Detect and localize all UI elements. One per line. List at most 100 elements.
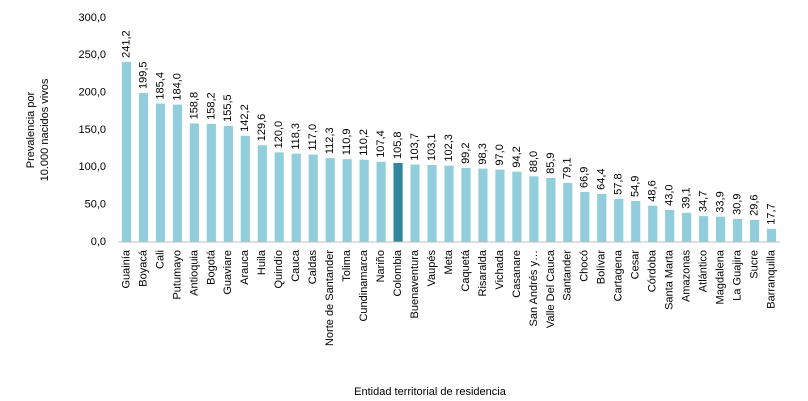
x-tick-label: Cali (154, 250, 166, 269)
bar (648, 205, 658, 242)
x-tick-label: Magdalena (714, 249, 726, 304)
value-label: 158,8 (188, 92, 200, 120)
value-label: 155,5 (222, 94, 234, 122)
bar (478, 168, 488, 242)
value-label: 48,6 (647, 180, 659, 201)
value-label: 64,4 (596, 168, 608, 189)
value-label: 129,6 (256, 114, 268, 142)
value-label: 98,3 (477, 143, 489, 164)
bar (444, 165, 454, 242)
value-label: 43,0 (664, 184, 676, 205)
x-tick-label: Cesar (630, 250, 642, 280)
value-label: 34,7 (698, 191, 710, 212)
x-tick-label: Guaviare (222, 250, 234, 295)
value-label: 105,8 (392, 131, 404, 159)
x-tick-label: Boyacá (137, 249, 149, 287)
value-label: 97,0 (494, 144, 506, 165)
bar (342, 159, 352, 242)
value-label: 185,4 (154, 72, 166, 100)
y-tick-label: 250,0 (78, 49, 106, 61)
value-label: 99,2 (460, 143, 472, 164)
bar (138, 93, 149, 242)
value-label: 120,0 (273, 121, 285, 149)
bar (410, 164, 420, 242)
x-tick-label: Caquetá (460, 249, 472, 291)
bar (121, 61, 132, 243)
bar (665, 209, 675, 242)
value-label: 94,2 (511, 146, 523, 167)
value-label: 85,9 (545, 152, 557, 173)
x-tick-label: Atlántico (698, 250, 710, 292)
bar (614, 198, 624, 242)
y-axis-title: Prevalencia por 10.000 nacidos vivos (25, 78, 51, 181)
bar (495, 169, 505, 242)
x-tick-label: Arauca (239, 249, 251, 285)
x-tick-label: Córdoba (647, 249, 659, 292)
bar (155, 103, 166, 243)
x-tick-label: Chocó (579, 250, 591, 282)
x-tick-label: Amazonas (681, 250, 693, 302)
x-tick-label: Putumayo (171, 250, 183, 300)
value-label: 199,5 (137, 62, 149, 90)
x-tick-label: Antioquia (188, 249, 200, 296)
value-label: 39,1 (681, 187, 693, 208)
bar (393, 163, 403, 242)
bar (359, 159, 369, 242)
value-label: 79,1 (562, 158, 574, 179)
value-label: 184,0 (171, 73, 183, 101)
x-tick-label: Meta (443, 249, 455, 274)
bar (461, 167, 471, 242)
value-label: 117,0 (307, 124, 319, 151)
bar (563, 182, 573, 242)
x-tick-label: Santander (562, 250, 574, 301)
y-tick-label: 50,0 (85, 199, 106, 211)
y-tick-label: 200,0 (78, 87, 106, 99)
x-tick-label: Buenaventura (409, 249, 421, 318)
y-tick-label: 100,0 (78, 161, 106, 173)
bar (631, 201, 641, 242)
x-tick-label: Bogotá (205, 249, 217, 285)
bar (172, 104, 182, 242)
bar (325, 158, 335, 242)
bar (546, 177, 556, 242)
bar (732, 218, 743, 242)
y-axis-title-line: Prevalencia por (25, 91, 37, 168)
bar (274, 152, 284, 242)
bar (427, 165, 437, 242)
bar (376, 161, 386, 242)
x-tick-label: Caldas (307, 250, 319, 285)
y-tick-label: 300,0 (78, 12, 106, 24)
y-tick-label: 0,0 (91, 236, 106, 248)
value-label: 57,8 (613, 173, 625, 194)
x-axis-title: Entidad territorial de residencia (354, 386, 507, 398)
value-label: 66,9 (579, 167, 591, 188)
value-label: 110,2 (358, 129, 370, 156)
bar (512, 171, 522, 242)
x-tick-label: Colombia (392, 249, 404, 296)
x-tick-label: Risaralda (477, 249, 489, 296)
x-tick-label: Barranquilla (765, 249, 777, 309)
bar (699, 216, 709, 242)
x-tick-label: Bolívar (596, 250, 608, 285)
value-label: 33,9 (714, 191, 726, 212)
bar (223, 125, 233, 242)
value-label: 30,9 (731, 194, 743, 215)
value-label: 118,3 (290, 123, 302, 150)
bar (716, 216, 726, 242)
x-tick-label: San Andrés y… (528, 250, 540, 326)
value-label: 112,3 (324, 127, 336, 154)
value-label: 158,2 (205, 92, 217, 120)
x-tick-label: Casanare (511, 250, 523, 298)
x-tick-label: La Guajira (731, 249, 743, 301)
value-label: 241,2 (120, 30, 132, 58)
x-tick-label: Vichada (494, 249, 506, 289)
value-label: 103,7 (409, 133, 421, 161)
bar (597, 193, 607, 242)
value-label: 107,4 (375, 130, 387, 158)
x-tick-label: Nariño (375, 250, 387, 282)
value-label: 29,6 (748, 194, 760, 215)
x-tick-label: Sucre (748, 250, 760, 279)
bar (257, 145, 267, 242)
value-label: 54,9 (630, 176, 642, 197)
